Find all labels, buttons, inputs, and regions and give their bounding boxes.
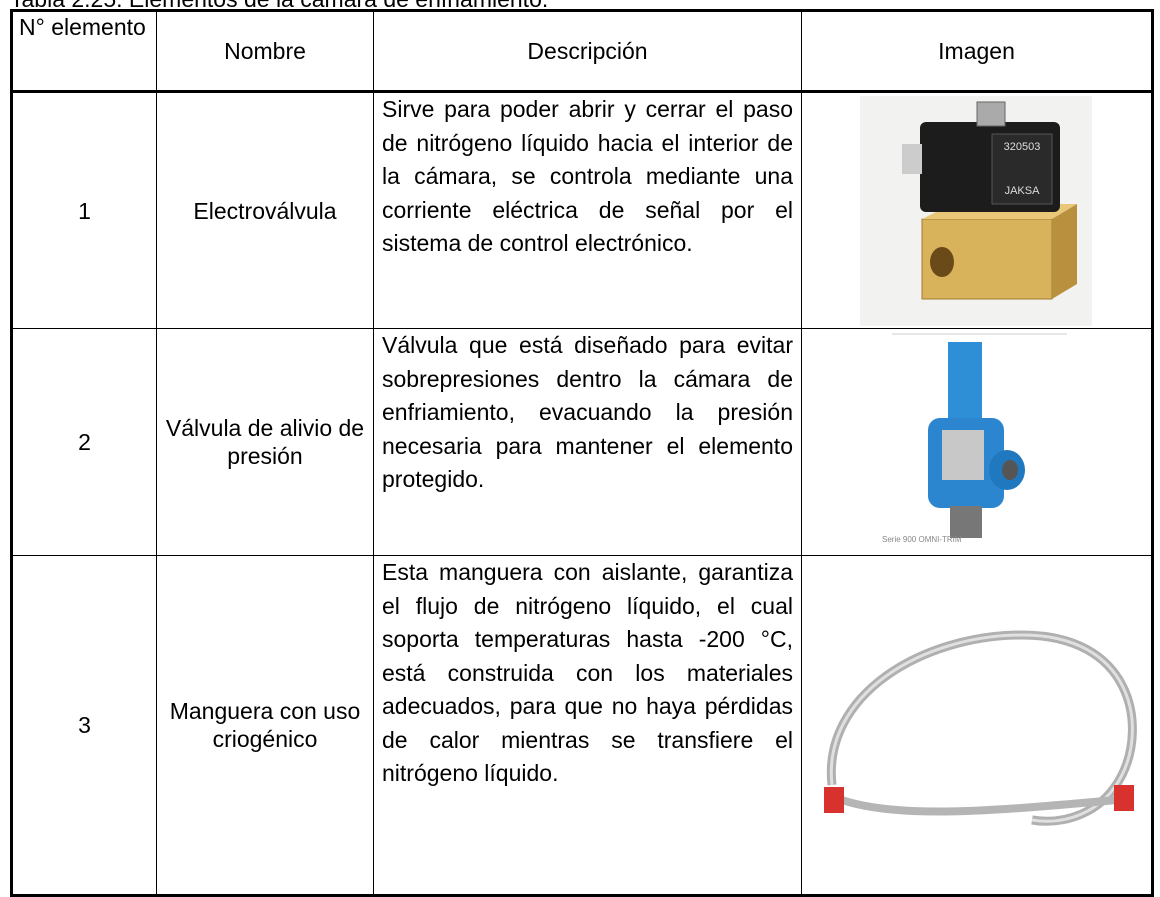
hose-image <box>824 630 1137 826</box>
cell: Manguera con uso criogénico <box>156 555 374 896</box>
valve-cap <box>948 341 982 422</box>
header-row: N° elemento Nombre Descripción Imagen <box>11 10 1153 92</box>
outlet-hole <box>1002 459 1018 480</box>
row: 3 Manguera con uso criogénico Esta mangu… <box>11 555 1153 896</box>
table: N° elemento Nombre Descripción Imagen 1 … <box>10 9 1154 897</box>
header-cell: Descripción <box>373 10 802 92</box>
cell: Válvula que está diseñado para evitar so… <box>373 328 802 556</box>
cell: Sirve para poder abrir y cerrar el paso … <box>373 91 802 329</box>
connector <box>902 143 922 174</box>
cell: 2 <box>11 328 157 556</box>
image-cell <box>801 555 1153 896</box>
header-cell: N° elemento <box>11 10 157 92</box>
plate <box>942 429 984 480</box>
cell: Electroválvula <box>156 91 374 329</box>
cell: Esta manguera con aislante, garantiza el… <box>373 555 802 896</box>
image-caption: Serie 900 OMNI-TRIM <box>882 535 962 544</box>
cell: 1 <box>11 91 157 329</box>
image-cell: Serie 900 OMNI-TRIM <box>801 328 1153 556</box>
hose <box>840 796 1118 816</box>
relief-valve-image: Serie 900 OMNI-TRIM <box>882 333 1067 544</box>
hose <box>826 630 1137 826</box>
solenoid-valve-image: 320503 JAKSA <box>860 95 1092 326</box>
header-cell: Imagen <box>801 10 1153 92</box>
row: 2 Válvula de alivio de presión Válvula q… <box>11 328 1153 556</box>
cell: 3 <box>11 555 157 896</box>
label <box>991 133 1053 204</box>
brass-side <box>1052 203 1077 299</box>
label-text: 320503 <box>1004 141 1041 153</box>
fitting <box>824 787 844 813</box>
fitting <box>1114 785 1134 811</box>
nut <box>976 101 1006 126</box>
row: 1 Electroválvula Sirve para poder abrir … <box>11 91 1153 329</box>
thread <box>950 505 982 538</box>
image-cell: 320503 JAKSA <box>801 91 1153 329</box>
document: Tabla 2.25. Elementos de la cámara de en… <box>10 0 1154 897</box>
label-text: JAKSA <box>1005 185 1041 197</box>
page: Tabla {"caption": "Tabla 2.25. Elementos… <box>10 0 1154 897</box>
hose-highlight <box>829 633 1134 823</box>
cell: Válvula de alivio de presión <box>156 328 374 556</box>
header-cell: Nombre <box>156 10 374 92</box>
port <box>930 246 954 277</box>
